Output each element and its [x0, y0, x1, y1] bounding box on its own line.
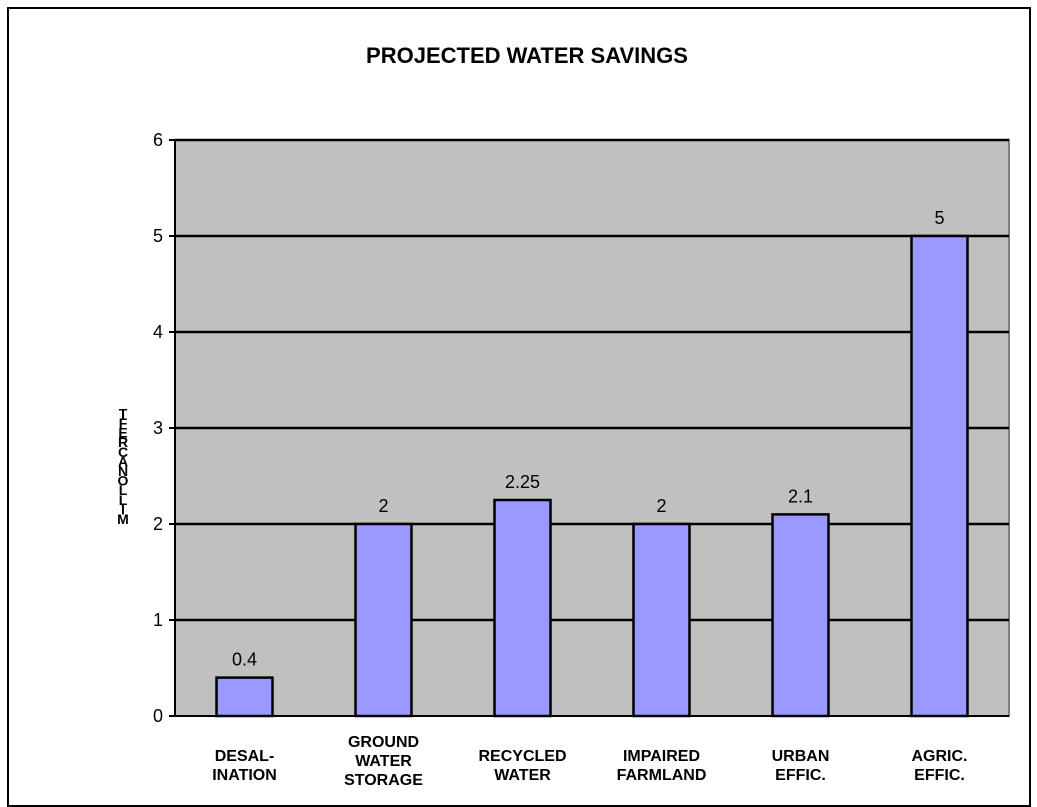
bar: [215, 676, 274, 718]
y-tick-label: 6: [153, 130, 163, 150]
y-tick-label: 2: [153, 514, 163, 534]
bar: [632, 522, 691, 718]
data-label: 5: [934, 208, 944, 228]
y-tick-label: 1: [153, 610, 163, 630]
y-tick-label: 5: [153, 226, 163, 246]
data-label: 2.1: [788, 486, 813, 506]
gridlines: [175, 138, 1009, 622]
y-tick-label: 4: [153, 322, 163, 342]
bar: [771, 513, 830, 718]
chart-title: PROJECTED WATER SAVINGS: [366, 43, 688, 68]
bar: [354, 522, 413, 718]
bar: [910, 234, 969, 718]
chart-svg: PROJECTED WATER SAVINGS 0 1 2 3 4 5 6 0.4 DESAL-…: [117, 43, 1010, 789]
x-category-label: URBAN EFFIC.: [772, 748, 830, 784]
y-tick-label: 3: [153, 418, 163, 438]
bars: [215, 234, 969, 718]
data-label: 2.25: [505, 472, 540, 492]
labels: 0 1 2 3 4 5 6 0.4 DESAL-INATION 2 GROUND WATER STORA…: [117, 130, 967, 789]
y-tick-label: 0: [153, 706, 163, 726]
data-label: 2: [656, 496, 666, 516]
bar: [493, 498, 552, 718]
x-category-label: DESAL-INATION: [212, 748, 277, 784]
x-category-label: AGRIC. EFFIC.: [912, 748, 968, 784]
axes: [169, 139, 1009, 717]
x-category-label: IMPAIRED FARMLAND: [617, 748, 707, 784]
data-label: 0.4: [232, 650, 257, 670]
x-category-label: RECYCLED WATER: [478, 748, 566, 784]
x-category-label: GROUND WATER STORAGE: [344, 734, 423, 789]
chart-frame: PROJECTED WATER SAVINGS 0 1 2 3 4 5 6 0.4 DESAL-…: [7, 7, 1031, 807]
data-label: 2: [378, 496, 388, 516]
